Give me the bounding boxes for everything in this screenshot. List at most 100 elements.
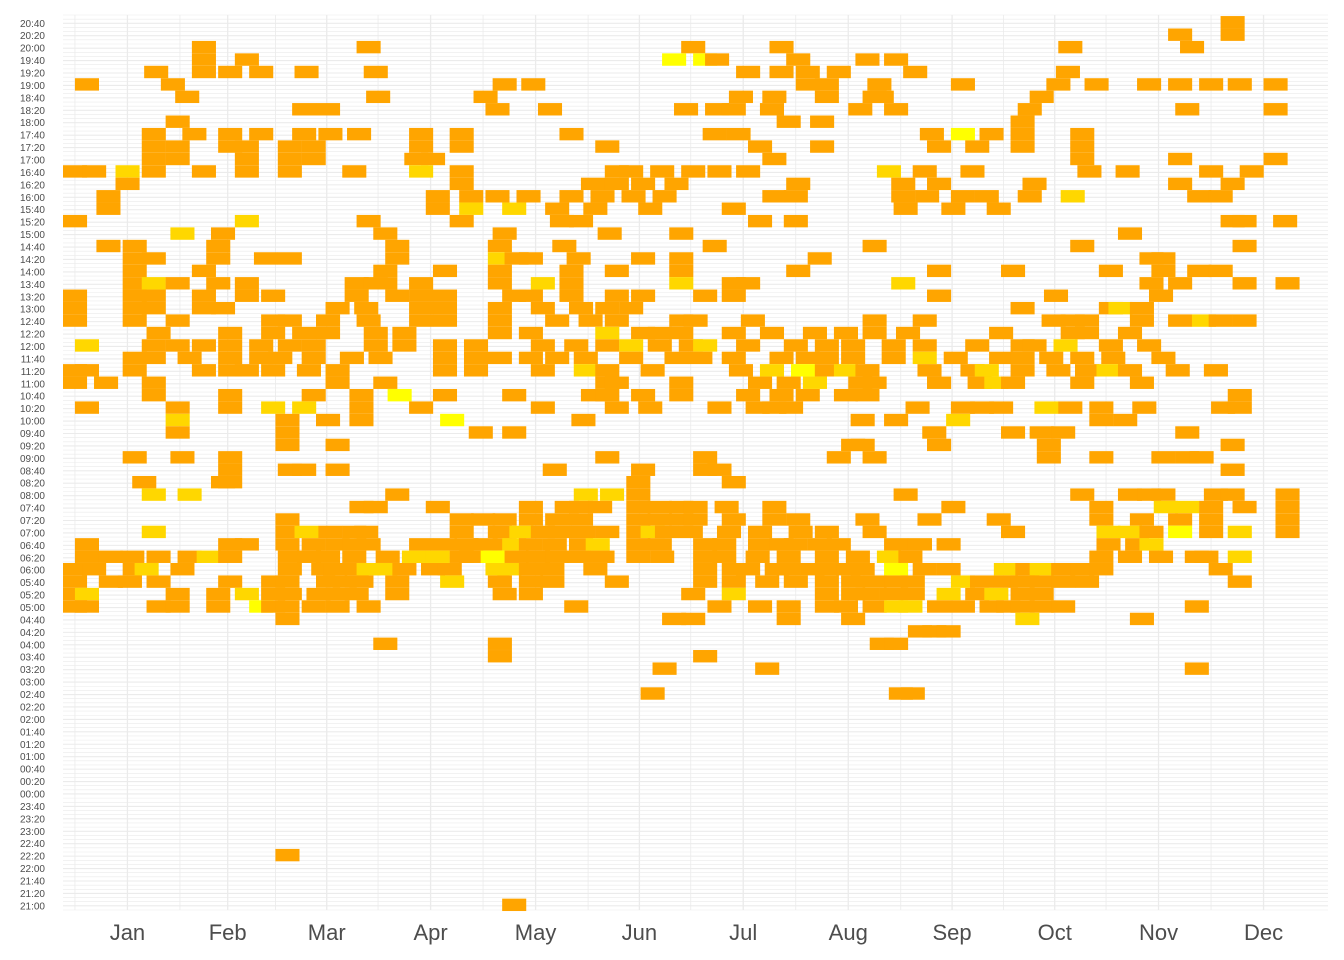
y-tick-label: 09:40 — [20, 429, 45, 440]
heatmap-cell — [621, 190, 646, 203]
heatmap-cell — [409, 301, 434, 315]
heatmap-cell — [595, 525, 620, 539]
heatmap-cell — [373, 264, 398, 278]
heatmap-cell — [375, 550, 400, 563]
heatmap-cell — [595, 364, 620, 377]
heatmap-cell — [936, 563, 961, 576]
heatmap-cell — [122, 289, 147, 302]
heatmap-cell — [141, 376, 166, 389]
heatmap-cell — [950, 127, 975, 141]
heatmap-cell — [425, 202, 450, 215]
heatmap-cell — [249, 351, 274, 365]
heatmap-cell — [927, 264, 952, 278]
heatmap-cell — [569, 500, 594, 514]
heatmap-cell — [1015, 612, 1040, 626]
heatmap-cell — [776, 550, 801, 563]
heatmap-cell — [347, 127, 372, 141]
heatmap-cell — [559, 190, 584, 203]
heatmap-cell — [1029, 426, 1054, 439]
heatmap-cell — [1168, 152, 1193, 166]
heatmap-cell — [1017, 190, 1042, 203]
heatmap-cell — [356, 314, 381, 327]
heatmap-cell — [261, 289, 286, 302]
heatmap-cell — [631, 463, 656, 476]
heatmap-cell — [681, 165, 706, 178]
heatmap-cell — [175, 90, 200, 104]
heatmap-cell — [898, 600, 923, 613]
heatmap-cell — [1089, 451, 1114, 464]
heatmap-cell — [917, 513, 942, 526]
heatmap-cell — [277, 587, 302, 601]
heatmap-cell — [721, 513, 746, 526]
heatmap-cell — [487, 239, 512, 253]
heatmap-cell — [277, 165, 302, 178]
heatmap-cell — [385, 239, 410, 253]
heatmap-cell — [807, 252, 832, 265]
heatmap-cell — [814, 563, 839, 576]
heatmap-cell — [814, 339, 839, 352]
heatmap-cell — [492, 513, 517, 526]
heatmap-cell — [707, 401, 732, 414]
heatmap-cell — [518, 587, 543, 601]
heatmap-cell — [1010, 587, 1035, 601]
heatmap-cell — [234, 538, 259, 551]
heatmap-cell — [409, 538, 434, 551]
y-tick-label: 17:00 — [20, 156, 45, 167]
heatmap-cell — [122, 451, 147, 464]
y-tick-label: 00:40 — [20, 765, 45, 776]
heatmap-cell — [1010, 600, 1035, 613]
heatmap-cell — [1139, 525, 1164, 539]
heatmap-cell — [619, 339, 644, 352]
heatmap-cell — [1017, 103, 1042, 116]
heatmap-cell — [385, 289, 410, 302]
heatmap-cell — [449, 214, 474, 228]
heatmap-cell — [325, 376, 350, 389]
heatmap-cell — [1199, 500, 1224, 514]
heatmap-cell — [141, 488, 166, 501]
heatmap-cell — [707, 463, 732, 476]
heatmap-cell — [936, 625, 961, 638]
heatmap-cell — [900, 575, 925, 588]
heatmap-cell — [82, 165, 107, 178]
heatmap-cell — [1227, 525, 1252, 539]
heatmap-cell — [421, 152, 446, 166]
y-tick-label: 20:40 — [20, 19, 45, 30]
heatmap-cell — [463, 339, 489, 352]
heatmap-cell — [917, 364, 942, 377]
heatmap-cell — [502, 426, 527, 439]
heatmap-cell — [814, 587, 839, 601]
heatmap-cell — [74, 600, 100, 613]
y-tick-label: 03:00 — [20, 678, 45, 689]
heatmap-cell — [941, 202, 966, 215]
heatmap-cell — [1022, 339, 1047, 352]
heatmap-cell — [253, 252, 279, 265]
heatmap-cell — [833, 326, 859, 340]
heatmap-cell — [736, 277, 761, 290]
heatmap-cell — [363, 326, 388, 340]
heatmap-cell — [1115, 165, 1140, 178]
heatmap-cell — [950, 575, 975, 588]
heatmap-cell — [833, 388, 859, 402]
x-tick-label: Nov — [1139, 920, 1178, 945]
heatmap-cell — [1051, 600, 1076, 613]
heatmap-cell — [654, 525, 679, 539]
heatmap-cell — [571, 413, 596, 427]
heatmap-cell — [814, 90, 839, 104]
heatmap-cell — [473, 90, 498, 104]
heatmap-cell — [1010, 115, 1035, 128]
heatmap-cell — [518, 563, 543, 576]
heatmap-cell — [218, 326, 243, 340]
heatmap-cell — [1010, 140, 1035, 153]
heatmap-cell — [275, 600, 300, 613]
heatmap-cell — [363, 65, 388, 79]
heatmap-cell — [296, 550, 321, 563]
heatmap-cell — [518, 500, 543, 514]
y-tick-label: 19:00 — [20, 81, 45, 92]
heatmap-cell — [425, 550, 450, 563]
heatmap-cell — [392, 563, 417, 576]
heatmap-cell — [542, 538, 567, 551]
heatmap-cell — [1129, 314, 1154, 327]
heatmap-cell — [898, 550, 923, 563]
heatmap-cell — [480, 550, 505, 563]
heatmap-cell — [454, 538, 479, 551]
